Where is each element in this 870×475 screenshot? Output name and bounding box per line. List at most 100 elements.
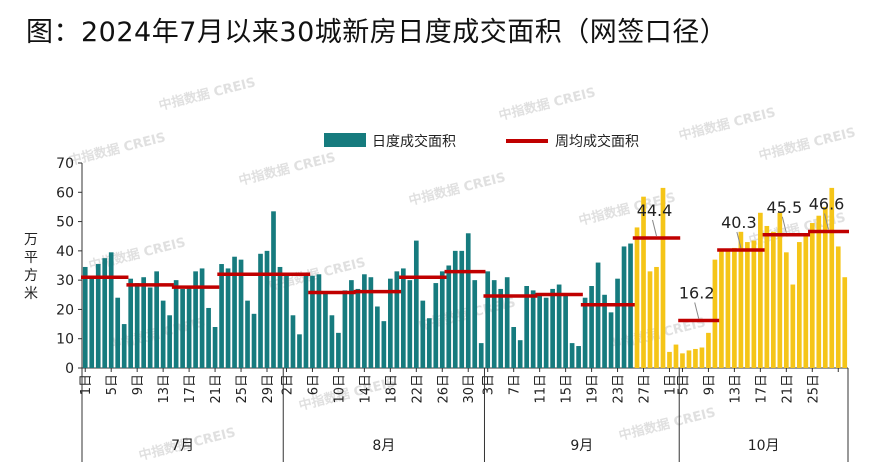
bar [835,246,841,368]
x-tick-label: 19日 [586,374,601,404]
x-tick-label: 11日 [534,374,549,404]
bar [206,307,211,368]
bar [589,286,594,368]
bar [530,290,536,368]
bar [673,344,679,368]
bar [595,262,601,368]
legend-bar-label: 日度成交面积 [372,133,456,150]
bar [491,280,497,368]
month-label: 8月 [372,438,395,454]
bar [115,297,121,368]
bar [465,233,471,368]
bar [297,334,302,368]
bar [400,268,406,368]
bar [745,242,750,368]
bar [699,347,705,368]
bar [413,240,419,368]
bar [485,271,491,368]
bar [310,275,315,368]
bar [816,215,822,368]
bar [686,350,692,368]
bar [375,306,380,368]
bar [556,284,562,368]
bar [89,277,95,368]
x-tick-label: 30日 [462,374,477,404]
x-tick-label: 29日 [261,374,276,404]
y-tick-label: 10 [56,332,74,348]
bar [439,271,445,368]
bar [258,253,263,368]
bar [381,321,387,368]
x-tick-label: 17日 [754,374,769,404]
bar [173,280,179,368]
bar [550,288,555,368]
x-tick-label: 9日 [131,374,146,395]
watermark-text: 中指数据 CREIS [407,169,507,209]
bar [569,343,575,368]
x-tick-label: 14日 [358,374,373,404]
weekly-average-label: 16.2 [679,284,715,303]
weekly-average-label: 45.5 [767,198,803,217]
bar [251,313,257,368]
weekly-average-label: 46.6 [809,195,845,214]
x-tick-label: 3日 [482,374,497,395]
bar [608,312,614,368]
y-tick-label: 70 [56,156,74,172]
bar [615,278,620,368]
watermark-text: 中指数据 CREIS [617,404,717,444]
x-tick-label: 10日 [332,374,347,404]
bar [355,288,361,368]
bar [167,315,172,368]
bar [160,300,166,368]
bar [95,264,101,368]
x-tick-label: 21日 [780,374,795,404]
bar [478,343,484,368]
bar [141,277,147,368]
bar [576,346,581,368]
bar [732,247,737,368]
x-tick-label: 6日 [306,374,321,395]
bar [426,318,432,368]
legend: 日度成交面积 周均成交面积 [324,133,639,150]
bar [706,332,711,368]
y-tick-label: 60 [56,185,74,201]
bar [388,278,393,368]
bar [290,315,296,368]
bar [452,250,458,368]
average-label-leader [781,216,787,233]
x-tick-label: 15日 [560,374,575,404]
watermark-text: 中指数据 CREIS [497,84,597,124]
bar [543,297,549,368]
bar [641,196,646,368]
watermark-text: 中指数据 CREIS [157,74,257,114]
bar [517,340,523,368]
bar [336,332,341,368]
bar-series [82,187,848,368]
x-tick-label: 17日 [183,374,198,404]
bar [193,271,198,368]
x-tick-label: 5日 [105,374,120,395]
bar [809,223,815,368]
average-label-leader [824,213,830,230]
month-label: 7月 [171,438,194,454]
y-tick-label: 0 [65,361,74,377]
x-tick-label: 26日 [436,374,451,404]
bar [777,212,783,368]
bar [524,286,530,368]
bar [232,256,237,368]
bar [771,231,776,368]
watermark-text: 中指数据 CREIS [757,124,857,164]
bar [329,315,335,368]
bar [680,353,685,368]
x-tick-label: 18日 [384,374,399,404]
bar [738,231,744,368]
bar [498,288,504,368]
x-tick-label: 27日 [638,374,653,404]
month-label: 9月 [570,438,593,454]
bar [667,351,672,368]
bar [147,287,153,368]
bar [349,280,354,368]
bar [180,288,185,368]
bar [725,250,731,368]
